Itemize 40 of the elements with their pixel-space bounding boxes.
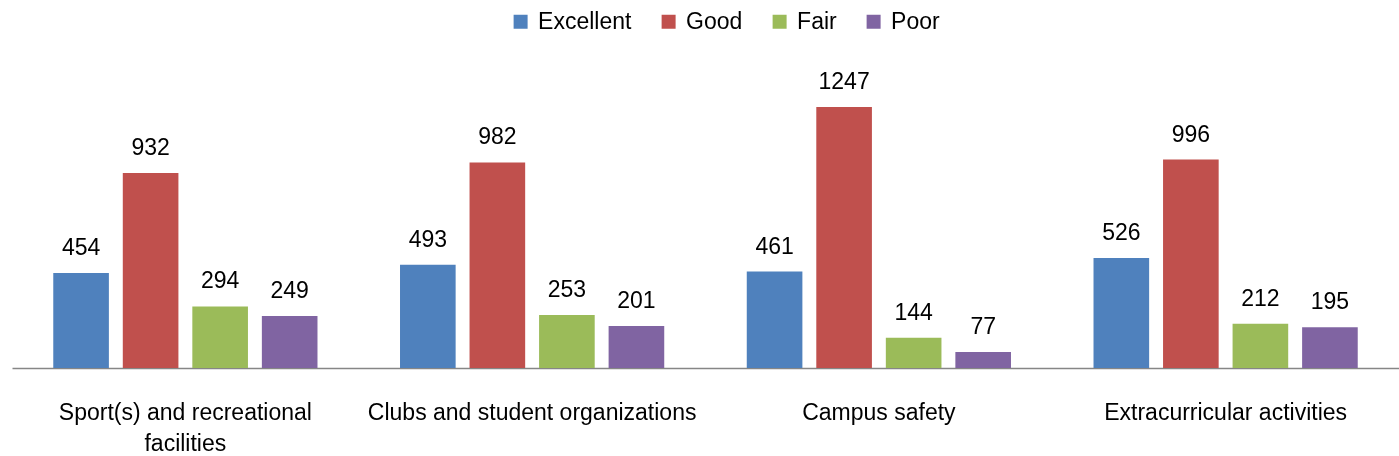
data-label: 77 bbox=[970, 312, 996, 339]
legend-label: Poor bbox=[891, 7, 941, 34]
data-label: 493 bbox=[408, 225, 448, 252]
data-label: 195 bbox=[1310, 288, 1350, 315]
bar bbox=[816, 107, 872, 368]
x-tick-label: Clubs and student organizations bbox=[367, 398, 697, 425]
data-label: 526 bbox=[1102, 218, 1141, 245]
legend-label: Fair bbox=[797, 7, 838, 34]
data-label: 1247 bbox=[818, 68, 870, 94]
data-label: 454 bbox=[61, 233, 101, 260]
bar bbox=[1093, 257, 1150, 368]
data-label: 294 bbox=[200, 267, 240, 294]
bar bbox=[400, 264, 456, 368]
bar bbox=[53, 272, 109, 368]
x-tick-label: Extracurricular activities bbox=[1104, 398, 1348, 425]
bar bbox=[1163, 159, 1219, 368]
bar bbox=[122, 172, 179, 368]
bar bbox=[469, 162, 526, 368]
data-label: 982 bbox=[478, 123, 517, 150]
bar bbox=[608, 325, 665, 368]
data-label: 996 bbox=[1171, 120, 1211, 147]
bar bbox=[955, 351, 1011, 368]
data-label: 249 bbox=[270, 276, 309, 303]
legend-label: Good bbox=[686, 7, 743, 34]
data-label: 253 bbox=[547, 276, 587, 303]
legend-label: Excellent bbox=[538, 7, 633, 34]
bar bbox=[746, 271, 803, 368]
x-tick-label: Campus safety bbox=[802, 398, 957, 425]
data-label: 461 bbox=[755, 232, 794, 259]
bar bbox=[885, 337, 942, 368]
data-label: 201 bbox=[617, 286, 656, 313]
bar bbox=[539, 315, 595, 368]
data-label: 144 bbox=[894, 298, 934, 325]
x-tick-label: Sport(s) and recreational facilities bbox=[58, 398, 312, 456]
data-label: 932 bbox=[131, 133, 170, 160]
bar bbox=[192, 306, 248, 368]
bar bbox=[1232, 323, 1289, 368]
bar bbox=[261, 315, 318, 368]
data-label: 212 bbox=[1241, 284, 1280, 311]
bar bbox=[1302, 327, 1358, 368]
